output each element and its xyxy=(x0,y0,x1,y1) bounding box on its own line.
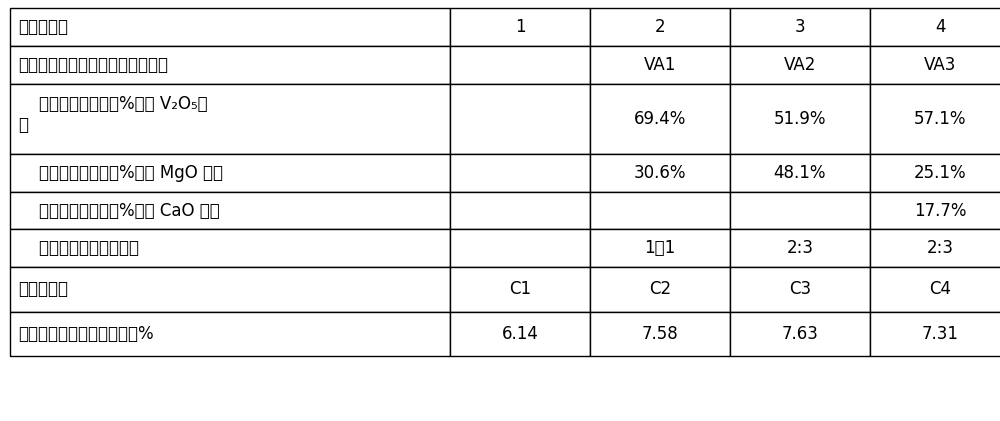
Text: 催化剂编号: 催化剂编号 xyxy=(18,280,68,298)
Bar xyxy=(590,312,730,356)
Bar xyxy=(450,192,590,229)
Bar xyxy=(870,229,1000,267)
Text: 30.6%: 30.6% xyxy=(634,164,686,181)
Text: 2:3: 2:3 xyxy=(927,240,954,257)
Text: 17.7%: 17.7% xyxy=(914,202,966,219)
Bar xyxy=(10,312,450,356)
Text: VA2: VA2 xyxy=(784,56,816,74)
Bar xyxy=(10,8,450,46)
Bar xyxy=(730,312,870,356)
Bar xyxy=(10,46,450,84)
Bar xyxy=(590,229,730,267)
Text: 7.31: 7.31 xyxy=(922,325,959,343)
Text: 51.9%: 51.9% xyxy=(774,110,826,128)
Bar xyxy=(590,267,730,312)
Bar xyxy=(10,192,450,229)
Text: 钒与碱土金属的摩尔比: 钒与碱土金属的摩尔比 xyxy=(18,240,139,257)
Bar xyxy=(590,192,730,229)
Bar xyxy=(870,154,1000,192)
Text: 2: 2 xyxy=(655,19,665,36)
Bar xyxy=(590,154,730,192)
Text: 4: 4 xyxy=(935,19,945,36)
Text: 1：1: 1：1 xyxy=(644,240,676,257)
Text: 含钒和碱土金属的复合氧化物编号: 含钒和碱土金属的复合氧化物编号 xyxy=(18,56,168,74)
Text: C2: C2 xyxy=(649,280,671,298)
Bar xyxy=(730,267,870,312)
Text: 催化剂活性涂层含量，重量%: 催化剂活性涂层含量，重量% xyxy=(18,325,154,343)
Bar xyxy=(450,46,590,84)
Bar xyxy=(450,8,590,46)
Bar xyxy=(730,229,870,267)
Bar xyxy=(590,84,730,154)
Text: 钒组分含量，重量%（以 V₂O₅）
计: 钒组分含量，重量%（以 V₂O₅） 计 xyxy=(18,95,208,134)
Bar xyxy=(450,267,590,312)
Text: 3: 3 xyxy=(795,19,805,36)
Text: 25.1%: 25.1% xyxy=(914,164,966,181)
Bar xyxy=(450,84,590,154)
Bar xyxy=(870,8,1000,46)
Bar xyxy=(870,312,1000,356)
Bar xyxy=(730,84,870,154)
Text: 7.63: 7.63 xyxy=(782,325,818,343)
Bar xyxy=(450,154,590,192)
Bar xyxy=(730,8,870,46)
Text: 69.4%: 69.4% xyxy=(634,110,686,128)
Bar xyxy=(590,8,730,46)
Text: 48.1%: 48.1% xyxy=(774,164,826,181)
Bar xyxy=(10,154,450,192)
Text: VA3: VA3 xyxy=(924,56,956,74)
Bar xyxy=(450,312,590,356)
Text: C4: C4 xyxy=(929,280,951,298)
Text: 镁组分含量，重量%（以 MgO 计）: 镁组分含量，重量%（以 MgO 计） xyxy=(18,164,223,181)
Bar xyxy=(730,154,870,192)
Bar xyxy=(730,46,870,84)
Bar xyxy=(730,192,870,229)
Text: VA1: VA1 xyxy=(644,56,676,74)
Text: 实施例编号: 实施例编号 xyxy=(18,19,68,36)
Text: 1: 1 xyxy=(515,19,525,36)
Text: C3: C3 xyxy=(789,280,811,298)
Text: 57.1%: 57.1% xyxy=(914,110,966,128)
Text: 钙组分含量，重量%（以 CaO 计）: 钙组分含量，重量%（以 CaO 计） xyxy=(18,202,220,219)
Text: 2:3: 2:3 xyxy=(786,240,814,257)
Text: 7.58: 7.58 xyxy=(642,325,678,343)
Bar xyxy=(870,46,1000,84)
Bar xyxy=(10,84,450,154)
Bar xyxy=(450,229,590,267)
Bar xyxy=(590,46,730,84)
Bar xyxy=(870,192,1000,229)
Bar xyxy=(870,84,1000,154)
Bar xyxy=(870,267,1000,312)
Bar xyxy=(10,267,450,312)
Text: 6.14: 6.14 xyxy=(502,325,538,343)
Bar xyxy=(10,229,450,267)
Text: C1: C1 xyxy=(509,280,531,298)
